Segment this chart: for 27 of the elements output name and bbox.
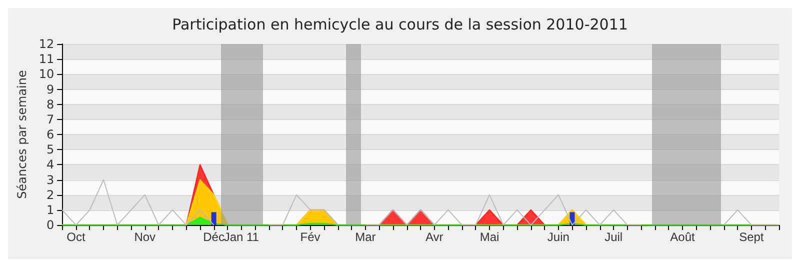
y-tick-label: 11 (38, 52, 54, 66)
y-tick-label: 4 (46, 158, 54, 172)
x-tick-label: Déc (203, 230, 224, 244)
y-tick-label: 9 (46, 82, 54, 96)
x-tick-label: Avr (425, 230, 444, 244)
y-tick-label: 12 (38, 37, 54, 51)
x-tick-label: Fév (300, 230, 320, 244)
x-tick-label: Août (670, 230, 696, 244)
x-tick-label: Juil (604, 230, 623, 244)
y-tick-label: 1 (46, 202, 54, 217)
y-tick-label: 10 (38, 67, 54, 82)
x-tick-label: Jan 11 (224, 230, 260, 244)
y-tick-label: 0 (46, 218, 54, 232)
y-tick-label: 3 (46, 172, 54, 187)
x-tick-label: Juin (547, 230, 570, 244)
chart-title: Participation en hemicycle au cours de la session 2010-2011 (172, 16, 628, 34)
y-tick-label: 7 (46, 112, 54, 126)
x-tick-label: Nov (134, 230, 156, 244)
y-tick-label: 2 (46, 188, 54, 202)
x-tick-label: Oct (66, 230, 86, 244)
y-tick-label: 5 (46, 142, 54, 157)
y-tick-label: 8 (46, 97, 54, 112)
y-tick-label: 6 (46, 128, 54, 142)
x-tick-label: Mai (480, 230, 500, 244)
x-tick-label: Mar (355, 230, 376, 244)
x-tick-label: Sept (739, 230, 764, 244)
y-axis-title: Séances par semaine (15, 70, 29, 199)
